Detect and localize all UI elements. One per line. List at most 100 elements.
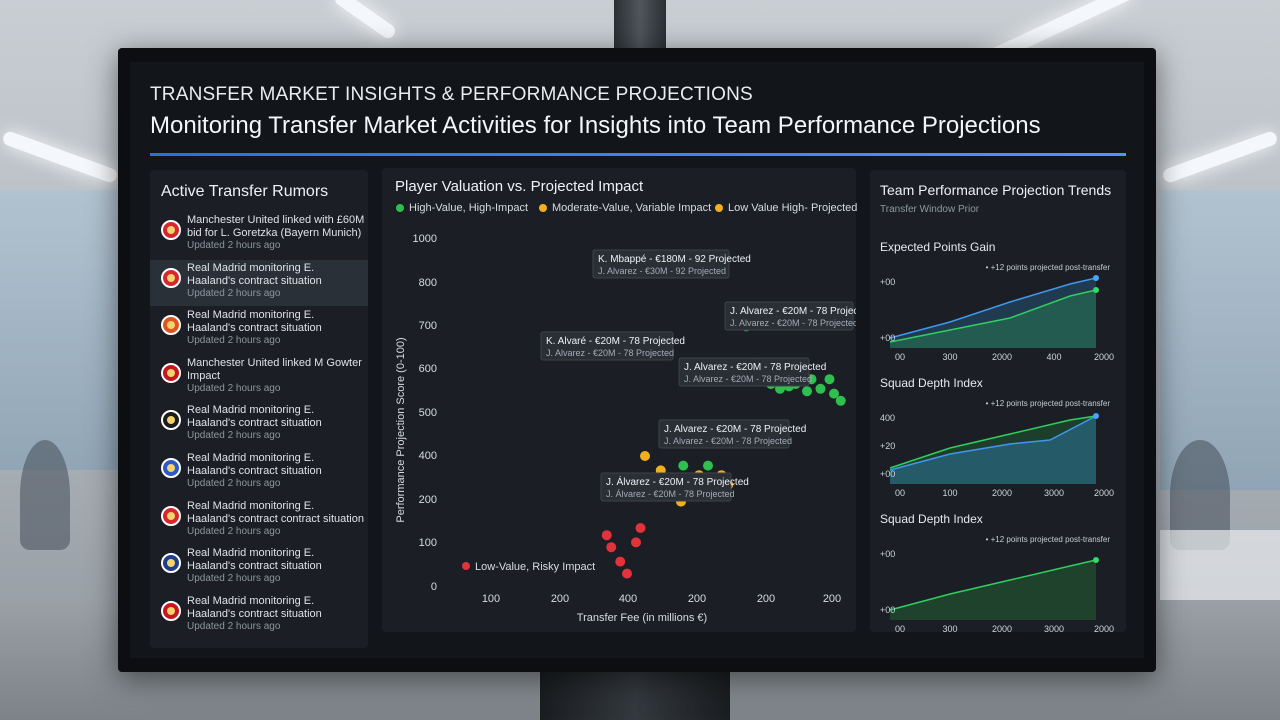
y-tick-label: 700 <box>419 320 437 332</box>
scatter-point <box>835 395 846 406</box>
trend-area <box>890 278 1096 348</box>
rumor-timestamp: Updated 2 hours ago <box>187 382 281 394</box>
x-axis-label: Transfer Fee (in millions €) <box>577 612 707 624</box>
trends-panel: Team Performance Projection Trends Trans… <box>870 170 1126 632</box>
monitor-stand <box>540 668 730 720</box>
rumor-text: Real Madrid monitoring E. Haaland's cont… <box>187 404 322 430</box>
trend-x-tick: 3000 <box>1044 624 1064 632</box>
data-callout <box>658 419 790 449</box>
callout-sublabel: J. Alvarez - €20M - 78 Projected <box>546 348 674 358</box>
callout-sublabel: J. Álvarez - €20M - 78 Projected <box>606 489 735 499</box>
club-crest-icon <box>161 267 181 288</box>
rumor-list-item[interactable]: Real Madrid monitoring E. Haaland's cont… <box>150 593 368 639</box>
trend-y-tick: +00 <box>880 333 895 343</box>
rumor-timestamp: Updated 2 hours ago <box>187 335 281 347</box>
rumor-list-item[interactable]: Real Madrid monitoring E. Haaland's cont… <box>150 498 368 544</box>
dashboard-title: Monitoring Transfer Market Activities fo… <box>150 112 1041 139</box>
club-crest-icon <box>161 458 181 478</box>
trend-note: • +12 points projected post-transfer <box>986 399 1111 408</box>
rumor-text: Real Madrid monitoring E. Haaland's cont… <box>187 261 322 287</box>
trend-end-point <box>1093 413 1099 419</box>
club-crest-icon <box>161 315 181 336</box>
callout-label: J. Álvarez - €20M - 78 Projected <box>606 475 749 488</box>
window <box>0 190 118 470</box>
data-callout <box>724 301 854 331</box>
trend-x-tick: 300 <box>942 352 957 360</box>
scatter-point <box>622 568 632 579</box>
crest-emblem-icon <box>167 416 175 425</box>
rumor-list-item[interactable]: Manchester United linked with £60M bid f… <box>150 212 368 258</box>
callout-label: K. Alvaré - €20M - 78 Projected <box>546 336 685 347</box>
club-crest-icon <box>161 410 181 431</box>
legend-dot-green <box>396 204 404 213</box>
trend-area <box>890 560 1096 620</box>
y-tick-label: 100 <box>419 537 437 549</box>
y-tick-label: 400 <box>419 450 437 462</box>
callout-sublabel: J. Alvarez - €30M - 92 Projected <box>598 266 726 276</box>
x-tick-label: 200 <box>688 593 706 605</box>
rumor-list-item[interactable]: Real Madrid monitoring E. Haaland's cont… <box>150 450 368 496</box>
data-callout <box>592 249 730 279</box>
crest-emblem-icon <box>167 273 175 282</box>
legend-dot-yellow <box>715 204 723 213</box>
callout-sublabel: J. Alvarez - €20M - 78 Projected <box>684 374 812 384</box>
rumor-list-item[interactable]: Real Madrid monitoring E. Haaland's cont… <box>150 259 368 306</box>
trend-x-tick: 2000 <box>1094 488 1114 496</box>
rumor-text: Manchester United linked M Gowter Impact <box>187 356 362 382</box>
rumor-list-item[interactable]: Manchester United linked M Gowter Impact… <box>150 355 368 401</box>
legend-label: High-Value, High-Impact <box>409 202 529 214</box>
scatter-point <box>815 383 826 394</box>
y-tick-label: 200 <box>419 494 437 506</box>
scatter-point <box>601 530 612 541</box>
trend-line-green <box>889 415 1097 469</box>
trend-end-point <box>1093 275 1099 281</box>
trend-x-tick: 3000 <box>1044 488 1064 496</box>
window <box>1160 190 1280 490</box>
crest-emblem-icon <box>167 464 175 472</box>
rumor-timestamp: Updated 2 hours ago <box>187 240 281 251</box>
y-tick-label: 0 <box>431 581 437 593</box>
rumor-list-item[interactable]: Real Madrid monitoring E. Haaland's cont… <box>150 402 368 448</box>
red-series-dot <box>462 562 470 570</box>
club-crest-icon <box>161 220 181 240</box>
rumor-list-item[interactable]: Real Madrid monitoring E. Haaland's cont… <box>150 545 368 591</box>
rumors-panel-title: Active Transfer Rumors <box>161 183 329 200</box>
club-crest-icon <box>161 553 181 574</box>
legend-item-low: Low Value High- Projected <box>715 202 857 214</box>
dashboard-screen: TRANSFER MARKET INSIGHTS & PERFORMANCE P… <box>130 62 1144 658</box>
trend-mini-chart: Expected Points Gain • +12 points project… <box>870 226 1126 360</box>
scatter-point <box>703 460 713 471</box>
ceiling-light <box>1161 129 1279 185</box>
ceiling-light <box>1 129 119 185</box>
rumor-text: Real Madrid monitoring E. Haaland's cont… <box>187 547 322 573</box>
trend-x-tick: 300 <box>942 624 957 632</box>
data-callout <box>540 331 674 361</box>
crest-emblem-icon <box>167 368 175 377</box>
x-tick-label: 400 <box>619 593 637 605</box>
callout-label: J. Alvarez - €20M - 78 Projected <box>664 424 806 435</box>
data-callout <box>678 357 810 387</box>
header-divider <box>150 153 1126 156</box>
scatter-point <box>640 451 650 461</box>
trend-mini-chart: Squad Depth Index • +12 points projected … <box>870 362 1126 496</box>
rumor-timestamp: Updated 2 hours ago <box>187 525 281 537</box>
trend-chart-title: Expected Points Gain <box>880 240 996 254</box>
scatter-point <box>615 556 626 567</box>
club-crest-icon <box>161 362 181 383</box>
trend-y-tick: 400 <box>880 413 895 423</box>
trends-title: Team Performance Projection Trends <box>880 182 1112 198</box>
crest-emblem-icon <box>167 559 175 568</box>
y-tick-label: 500 <box>419 407 437 419</box>
legend-item-high: High-Value, High-Impact <box>396 202 528 214</box>
rumor-text: Real Madrid monitoring E. Haaland's cont… <box>187 499 364 525</box>
legend-item-moderate: Moderate-Value, Variable Impact <box>539 202 711 214</box>
scatter-title: Player Valuation vs. Projected Impact <box>395 178 644 195</box>
y-tick-label: 600 <box>419 363 437 375</box>
trend-x-tick: 2000 <box>992 624 1012 632</box>
rumor-text: Real Madrid monitoring E. Haaland's cont… <box>187 594 322 620</box>
crest-emblem-icon <box>167 226 175 234</box>
callout-label: K. Mbappé - €180M - 92 Projected <box>598 254 751 265</box>
rumor-list-item[interactable]: Real Madrid monitoring E. Haaland's cont… <box>150 307 368 353</box>
y-axis-label: Performance Projection Score (0-100) <box>395 337 407 522</box>
scatter-point <box>829 388 839 399</box>
